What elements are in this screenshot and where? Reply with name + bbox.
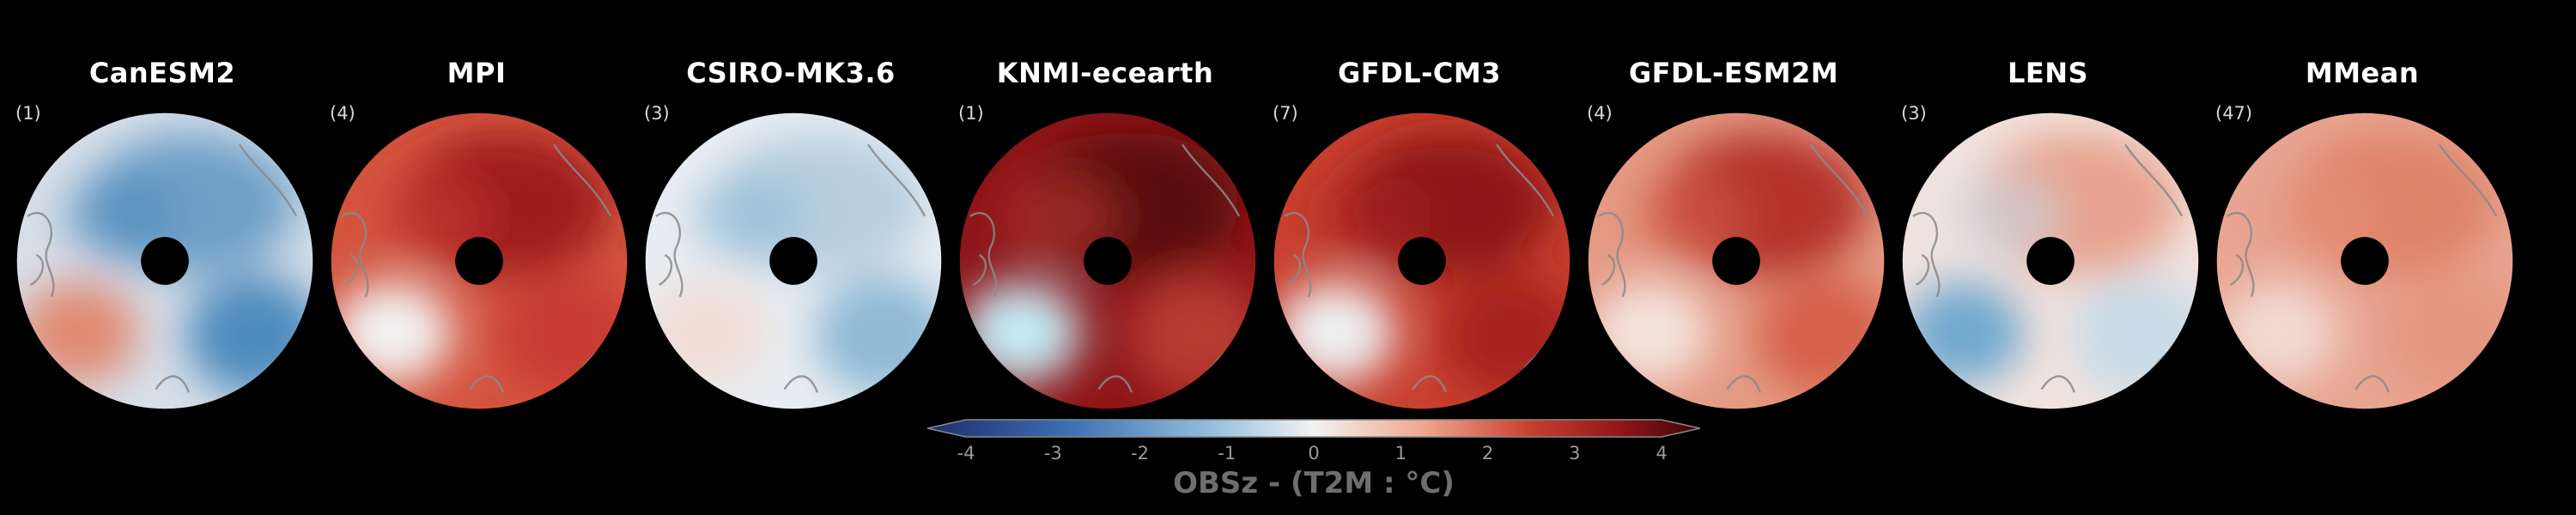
colorbar-tick-label: 4	[1656, 443, 1668, 464]
colorbar-tick-label: 2	[1481, 443, 1494, 464]
model-panel: MPI (4)	[319, 0, 634, 412]
model-panel: CSIRO-MK3.6 (3)	[634, 0, 948, 412]
colorbar-tick-label: 3	[1569, 443, 1581, 464]
colorbar-bar	[927, 419, 1700, 438]
colorbar-tick-label: -1	[1218, 443, 1236, 464]
colorbar-ticks: -4 -3 -2 -1 0 1 2 3 4	[927, 443, 1700, 469]
colorbar-tick-label: -3	[1043, 443, 1062, 464]
member-count: (3)	[1901, 103, 1927, 124]
member-count: (1)	[958, 103, 984, 124]
polar-map	[331, 112, 628, 409]
polar-map	[959, 112, 1256, 409]
model-title: MMean	[2305, 57, 2420, 89]
model-panel: GFDL-ESM2M (4)	[1577, 0, 1891, 412]
model-title: MPI	[447, 57, 507, 89]
model-title: KNMI-ecearth	[996, 57, 1214, 89]
polar-map	[1588, 112, 1885, 409]
colorbar-tick-label: 1	[1394, 443, 1406, 464]
model-title: CanESM2	[88, 57, 236, 89]
member-count: (1)	[15, 103, 41, 124]
colorbar-tick-label: -4	[957, 443, 975, 464]
model-title: GFDL-ESM2M	[1628, 57, 1839, 89]
model-panel: MMean (47)	[2205, 0, 2519, 412]
model-title: LENS	[2007, 57, 2089, 89]
model-panel: CanESM2 (1)	[5, 0, 319, 412]
colorbar-label: OBSz - (T2M : °C)	[1173, 466, 1455, 500]
polar-map	[1902, 112, 2199, 409]
colorbar-tick-label: -2	[1131, 443, 1149, 464]
member-count: (47)	[2215, 103, 2253, 124]
model-panel: LENS (3)	[1891, 0, 2205, 412]
model-panel: KNMI-ecearth (1)	[948, 0, 1262, 412]
polar-map	[2216, 112, 2513, 409]
model-title: GFDL-CM3	[1338, 57, 1501, 89]
polar-map	[645, 112, 942, 409]
model-panel: GFDL-CM3 (7)	[1262, 0, 1577, 412]
polar-map	[16, 112, 313, 409]
member-count: (4)	[1587, 103, 1613, 124]
member-count: (3)	[644, 103, 670, 124]
colorbar	[927, 419, 1700, 438]
member-count: (7)	[1273, 103, 1298, 124]
model-title: CSIRO-MK3.6	[686, 57, 896, 89]
colorbar-tick-label: 0	[1308, 443, 1320, 464]
member-count: (4)	[330, 103, 355, 124]
polar-map	[1273, 112, 1571, 409]
